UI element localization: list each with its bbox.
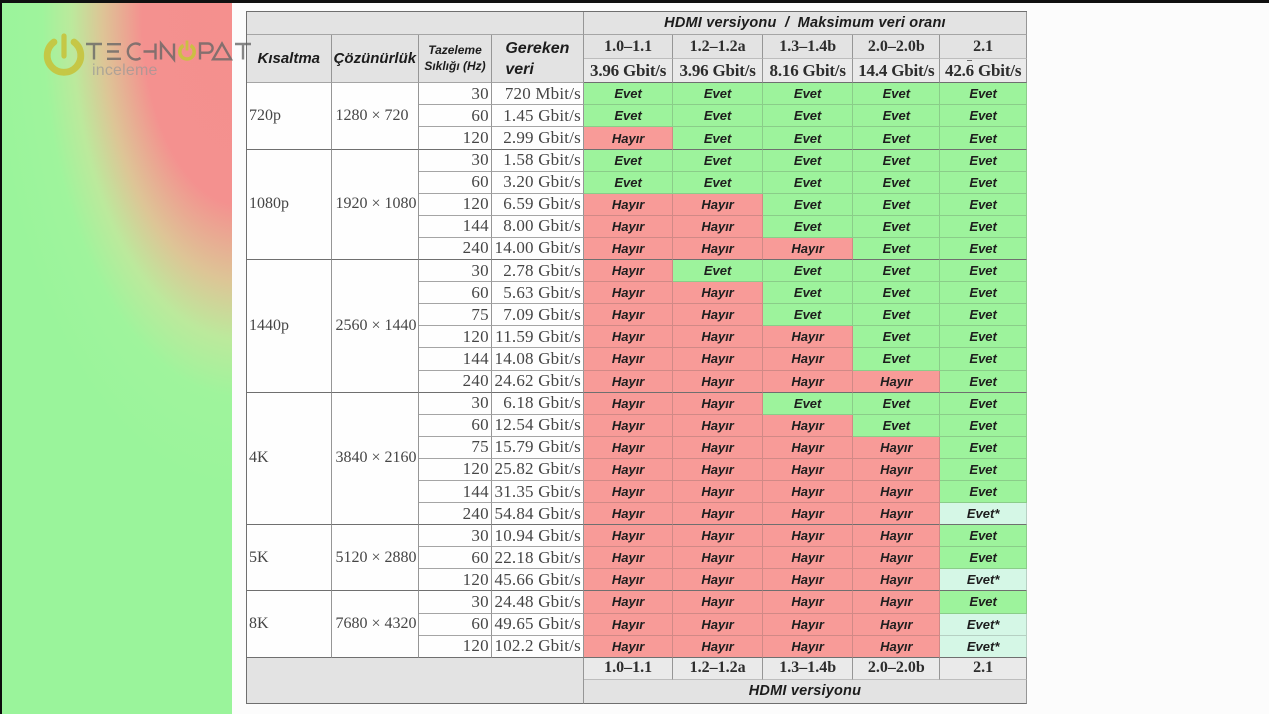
svg-text:inceleme: inceleme	[92, 62, 158, 79]
